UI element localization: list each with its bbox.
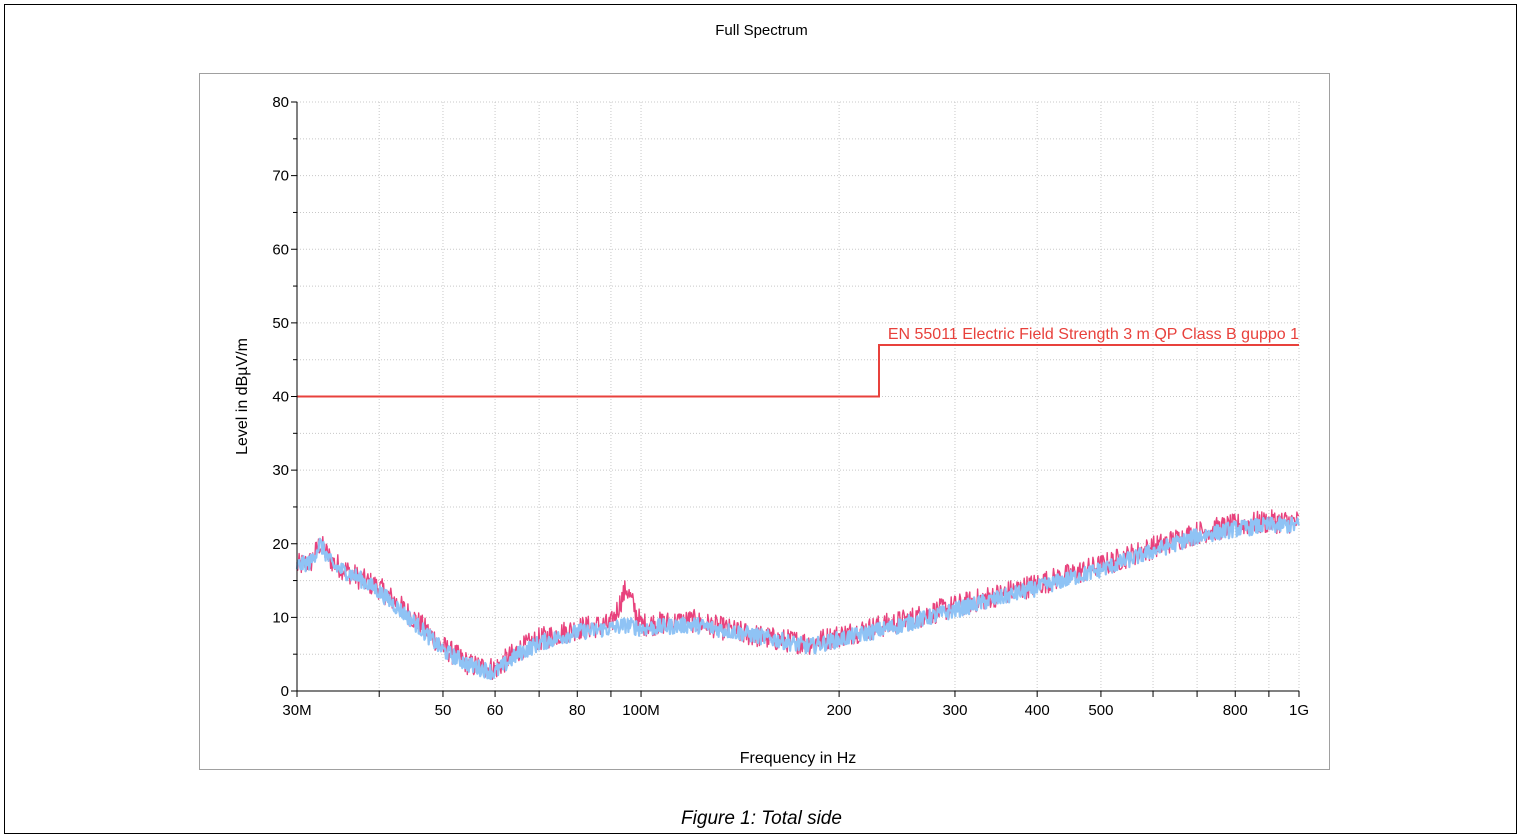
chart-title: Full Spectrum (715, 22, 808, 39)
x-tick-label: 30M (282, 702, 311, 719)
x-tick-label: 800 (1223, 702, 1248, 719)
y-tick-label: 40 (272, 389, 289, 406)
y-tick-label: 0 (281, 683, 289, 700)
x-tick-label: 500 (1088, 702, 1113, 719)
x-tick-label: 60 (487, 702, 504, 719)
y-tick-label: 70 (272, 168, 289, 185)
y-tick-label: 10 (272, 609, 289, 626)
x-tick-label: 1G (1289, 702, 1309, 719)
x-tick-label: 80 (569, 702, 586, 719)
x-tick-label: 100M (622, 702, 660, 719)
x-tick-label: 300 (942, 702, 967, 719)
y-tick-label: 60 (272, 241, 289, 258)
limit-line-label: EN 55011 Electric Field Strength 3 m QP … (888, 326, 1299, 343)
y-tick-label: 50 (272, 315, 289, 332)
y-tick-label: 30 (272, 462, 289, 479)
figure-caption: Figure 1: Total side (681, 808, 842, 829)
x-axis-title: Frequency in Hz (740, 750, 857, 767)
y-axis-title: Level in dBµV/m (234, 338, 251, 455)
y-tick-label: 80 (272, 94, 289, 111)
x-tick-label: 200 (827, 702, 852, 719)
series-trace-2 (295, 516, 1301, 681)
x-tick-label: 400 (1025, 702, 1050, 719)
limit-line (297, 344, 1299, 398)
x-tick-label: 50 (435, 702, 452, 719)
y-tick-label: 20 (272, 536, 289, 553)
